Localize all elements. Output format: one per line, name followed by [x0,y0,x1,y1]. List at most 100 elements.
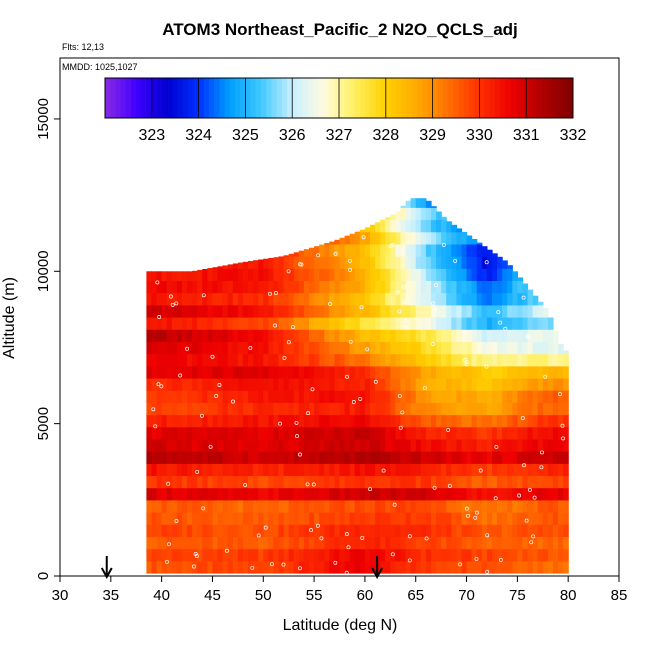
heatmap-cell [278,292,285,306]
heatmap-cell [227,280,234,294]
heatmap-cell [248,426,254,440]
heatmap-cell [146,426,153,440]
heatmap-cell [273,377,280,391]
heatmap-cell [405,426,412,440]
sample-point [201,293,206,298]
heatmap-cell [390,341,396,355]
heatmap-cell [237,280,244,294]
heatmap-cell [339,292,346,306]
colorbar-segment [318,78,324,118]
heatmap-cell [400,292,407,306]
heatmap-cell [207,341,214,355]
heatmap-cell [563,426,569,440]
heatmap-cell [146,487,153,501]
heatmap-cell [258,524,264,537]
heatmap-cell [253,524,259,537]
heatmap-cell [486,536,493,550]
sample-point [346,545,351,550]
heatmap-cell [212,560,219,574]
heatmap-cell [248,304,254,318]
colorbar-segment [443,78,449,118]
heatmap-cell [222,268,229,281]
heatmap-cell [171,451,178,464]
heatmap-cell [415,292,422,306]
heatmap-cell [410,219,417,233]
heatmap-cell [517,499,524,513]
heatmap-cell [151,463,158,477]
heatmap-cell [370,414,376,428]
heatmap-cell [319,438,325,452]
heatmap-cell [558,365,564,379]
heatmap-cell [171,499,178,513]
heatmap-cell [161,487,168,501]
heatmap-cell [354,231,361,245]
sample-point [170,302,175,307]
heatmap-cell [349,512,356,525]
heatmap-cell [222,438,229,452]
heatmap-cell [451,280,457,294]
colorbar-segment [406,78,413,118]
heatmap-cell [248,317,254,330]
heatmap-cell [527,390,534,403]
heatmap-cell [400,463,407,477]
heatmap-cell [314,246,320,257]
heatmap-cell [380,292,386,306]
heatmap-cell [431,206,437,208]
heatmap-cell [187,271,193,281]
heatmap-cell [324,317,330,330]
heatmap-cell [237,262,244,269]
sample-point [473,515,478,520]
heatmap-cell [400,256,407,269]
heatmap-cell [532,402,539,416]
heatmap-cell [309,475,315,489]
heatmap-cell [268,475,275,489]
heatmap-cell [293,414,300,428]
heatmap-cell [456,560,463,574]
heatmap-cell [527,475,534,489]
heatmap-cell [171,414,178,428]
sample-point [478,468,483,473]
x-axis: 30 35 40 45 50 55 60 65 70 75 80 85 [52,576,627,604]
heatmap-cell [166,365,173,379]
heatmap-cell [303,463,310,477]
heatmap-cell [476,524,483,537]
heatmap-cell [349,438,356,452]
heatmap-cell [380,487,386,501]
heatmap-cell [197,463,203,477]
y-axis-label: Altitude (m) [1,277,18,359]
heatmap-cell [354,329,361,342]
heatmap-cell [319,548,325,562]
heatmap-cell [512,463,518,477]
heatmap-cell [161,329,168,342]
heatmap-cell [400,487,407,501]
heatmap-cell [395,512,402,525]
heatmap-cell [298,451,305,464]
heatmap-cell [431,365,437,379]
heatmap-cell [212,353,219,367]
x-tick-label: 35 [102,587,119,604]
heatmap-cell [303,280,310,294]
heatmap-cell [187,524,193,537]
heatmap-cell [481,280,488,294]
sample-point [286,340,291,345]
heatmap-cell [558,548,564,562]
heatmap-cell [385,499,391,513]
heatmap-cell [354,536,361,550]
heatmap-cell [400,231,407,245]
heatmap-cell [156,438,163,452]
heatmap-cell [273,280,280,294]
sample-point [310,387,315,392]
heatmap-cell [151,304,158,318]
heatmap-cell [202,365,208,379]
heatmap-cell [237,438,244,452]
heatmap-cell [497,438,503,452]
heatmap-cell [370,292,376,306]
heatmap-cell [273,292,280,306]
heatmap-cell [232,414,239,428]
sample-point [231,399,235,404]
heatmap-cell [563,499,569,513]
heatmap-cell [451,224,457,233]
heatmap-cell [242,487,249,501]
heatmap-cell [283,341,290,355]
heatmap-cell [517,451,524,464]
